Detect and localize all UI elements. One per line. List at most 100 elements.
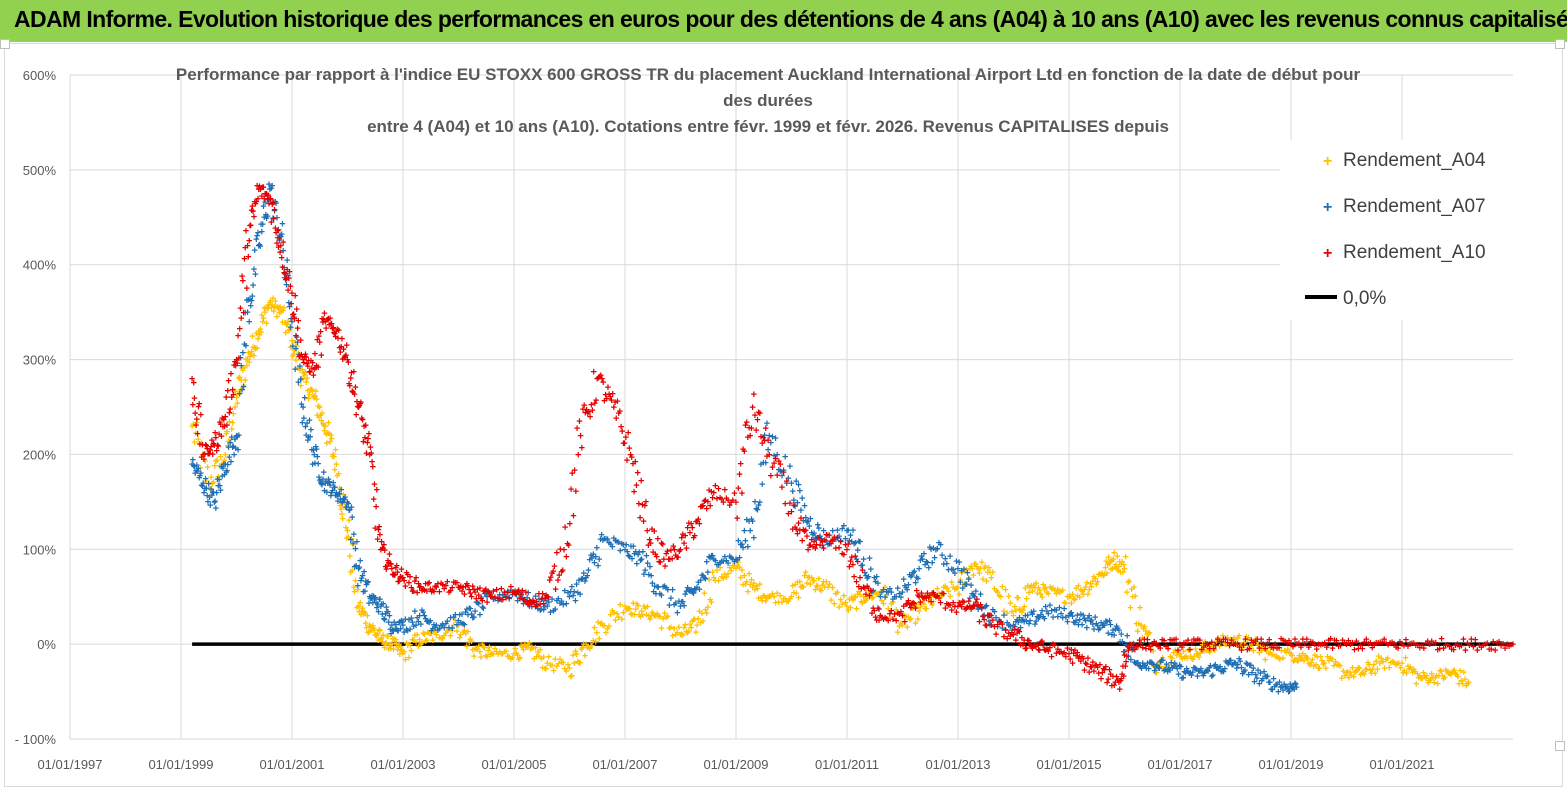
data-point: + <box>335 490 341 502</box>
data-point: + <box>1021 602 1027 614</box>
data-point: + <box>189 459 195 471</box>
data-point: + <box>225 436 231 448</box>
data-point: + <box>594 627 600 639</box>
data-point: + <box>297 361 303 373</box>
data-point: + <box>801 500 807 512</box>
data-point: + <box>278 229 284 241</box>
data-point: + <box>324 438 330 450</box>
data-point: + <box>480 642 486 654</box>
data-point: + <box>1158 661 1164 673</box>
data-point: + <box>1301 655 1307 667</box>
data-point: + <box>239 363 245 375</box>
data-point: + <box>820 577 826 589</box>
data-point: + <box>233 393 239 405</box>
resize-handle-top-left[interactable] <box>0 39 10 49</box>
data-point: + <box>229 424 235 436</box>
data-point: + <box>202 483 208 495</box>
data-point: + <box>1153 667 1159 679</box>
data-point: + <box>194 460 200 472</box>
data-point: + <box>681 622 687 634</box>
data-point: + <box>779 597 785 609</box>
data-point: + <box>220 463 226 475</box>
data-point: + <box>822 582 828 594</box>
data-point: + <box>545 592 551 604</box>
data-point: + <box>1381 663 1387 675</box>
data-point: + <box>1348 670 1354 682</box>
data-point: + <box>687 619 693 631</box>
data-point: + <box>365 627 371 639</box>
data-point: + <box>524 642 530 654</box>
data-point: + <box>533 652 539 664</box>
data-point: + <box>596 554 602 566</box>
data-point: + <box>879 596 885 608</box>
data-point: + <box>351 562 357 574</box>
data-point: + <box>334 471 340 483</box>
data-point: + <box>988 573 994 585</box>
data-point: + <box>238 375 244 387</box>
data-point: + <box>332 482 338 494</box>
data-point: + <box>252 344 258 356</box>
data-point: + <box>397 649 403 661</box>
data-point: + <box>1232 634 1238 646</box>
data-point: + <box>1091 572 1097 584</box>
data-point: + <box>324 478 330 490</box>
data-point: + <box>307 432 313 444</box>
data-point: + <box>299 418 305 430</box>
data-point: + <box>198 410 204 422</box>
data-point: + <box>728 566 734 578</box>
data-point: + <box>1224 633 1230 645</box>
data-point: + <box>745 587 751 599</box>
data-point: + <box>1458 675 1464 687</box>
data-point: + <box>449 626 455 638</box>
data-point: + <box>1066 592 1072 604</box>
data-point: + <box>595 617 601 629</box>
data-point: + <box>193 465 199 477</box>
data-point: + <box>936 588 942 600</box>
data-point: + <box>844 601 850 613</box>
data-point: + <box>1014 593 1020 605</box>
data-point: + <box>225 442 231 454</box>
data-point: + <box>944 583 950 595</box>
data-point: + <box>330 477 336 489</box>
data-point: + <box>577 589 583 601</box>
data-point: + <box>850 595 856 607</box>
data-point: + <box>290 349 296 361</box>
data-point: + <box>1436 671 1442 683</box>
data-point: + <box>244 307 250 319</box>
data-point: + <box>315 401 321 413</box>
data-point: + <box>872 587 878 599</box>
data-point: + <box>852 593 858 605</box>
data-point: + <box>196 438 202 450</box>
data-point: + <box>311 393 317 405</box>
data-point: + <box>1212 645 1218 657</box>
data-point: + <box>391 634 397 646</box>
data-point: + <box>1433 671 1439 683</box>
data-point: + <box>1096 569 1102 581</box>
resize-handle-top-right[interactable] <box>1555 39 1565 49</box>
data-point: + <box>1081 585 1087 597</box>
data-point: + <box>1166 663 1172 675</box>
data-point: + <box>961 579 967 591</box>
data-point: + <box>1180 646 1186 658</box>
data-point: + <box>281 263 287 275</box>
legend-label-a04: Rendement_A04 <box>1343 150 1486 171</box>
data-point: + <box>340 493 346 505</box>
data-point: + <box>298 374 304 386</box>
data-point: + <box>1303 652 1309 664</box>
data-point: + <box>441 630 447 642</box>
data-point: + <box>1424 670 1430 682</box>
data-point: + <box>221 469 227 481</box>
data-point: + <box>1023 594 1029 606</box>
data-point: + <box>870 592 876 604</box>
data-point: + <box>1437 665 1443 677</box>
data-point: + <box>947 591 953 603</box>
data-point: + <box>1350 672 1356 684</box>
data-point: + <box>945 586 951 598</box>
resize-handle-right[interactable] <box>1555 741 1565 751</box>
data-point: + <box>222 459 228 471</box>
data-point: + <box>1068 598 1074 610</box>
data-point: + <box>646 611 652 623</box>
report-title: ADAM Informe. Evolution historique des p… <box>14 6 1567 32</box>
data-point: + <box>237 353 243 365</box>
data-point: + <box>218 462 224 474</box>
